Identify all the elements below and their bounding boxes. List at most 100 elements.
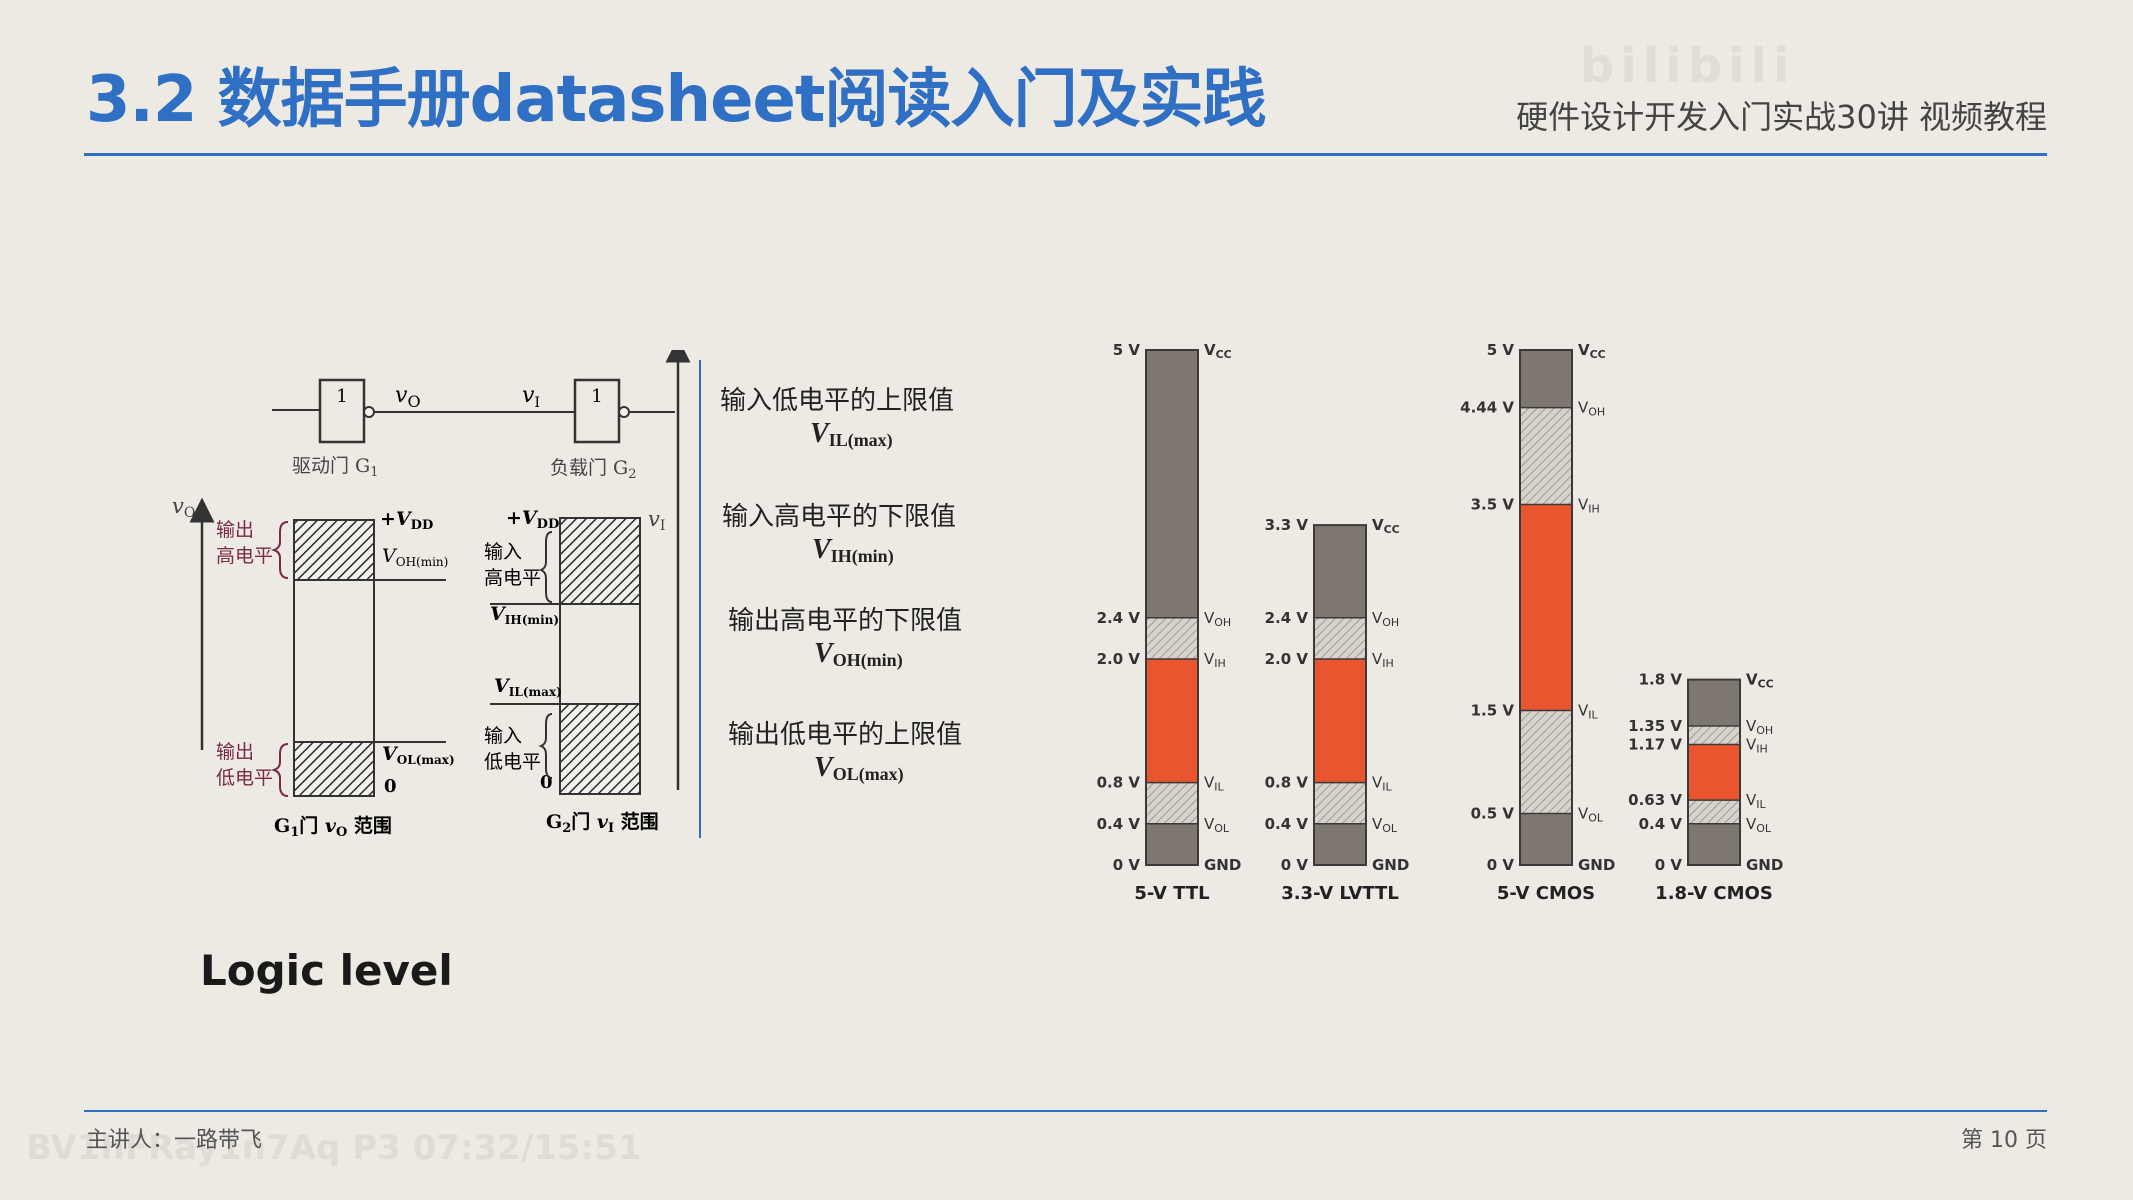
3-3-v-lvttl-gnd-name-label: GND (1372, 856, 1409, 874)
definition-vih-cn: 输入高电平的下限值 (722, 502, 957, 532)
3-3-v-lvttl-gnd-value-label: 0 V (1281, 856, 1309, 874)
definition-vil-symbol: VIL(max) (810, 418, 893, 450)
1-8-v-cmos-vol-value-label: 0.4 V (1639, 815, 1683, 833)
5-v-ttl-vol-band (1146, 823, 1198, 865)
g1-high-brace (270, 521, 289, 579)
g1-caption: G1门 vO 范围 (274, 814, 392, 840)
g2-vdd-label: +VDD (506, 507, 559, 532)
5-v-ttl-vil-name-label: VIL (1204, 774, 1225, 794)
1-8-v-cmos-vil-vol-hatch (1688, 800, 1740, 824)
gate-level-diagram: 1 vO vI 1 驱动门 G1 负载门 G2 vO +VDD VOH(min)… (172, 350, 691, 840)
1-8-v-cmos-voh-vih-hatch (1688, 725, 1740, 745)
definition-vil-cn: 输入低电平的上限值 (720, 386, 955, 416)
definition-voh-symbol: VOH(min) (814, 638, 903, 670)
5-v-ttl-undefined-band (1146, 659, 1198, 783)
1-8-v-cmos-gnd-name-label: GND (1746, 856, 1783, 874)
1-8-v-cmos-vcc-name-label: VCC (1746, 671, 1774, 691)
5-v-cmos-vol-band (1520, 813, 1572, 865)
5-v-cmos-voh-value-label: 4.44 V (1460, 399, 1514, 417)
5-v-ttl-vih-name-label: VIH (1204, 650, 1226, 670)
3-3-v-lvttl-voh-value-label: 2.4 V (1265, 609, 1309, 627)
3-3-v-lvttl-vih-name-label: VIH (1372, 650, 1394, 670)
1-8-v-cmos-vil-name-label: VIL (1746, 791, 1767, 811)
g1-vol-label: VOL(max) (382, 743, 455, 767)
logic-level-caption: Logic level (200, 946, 453, 995)
definition-voh-cn: 输出高电平的下限值 (728, 606, 963, 636)
video-id-watermark: BV1hFRay1n7Aq P3 07:32/15:51 (26, 1128, 642, 1168)
driver-inverter-bubble (363, 406, 375, 418)
driver-gate-symbol: 1 (336, 386, 347, 407)
header-rule (84, 153, 2047, 156)
3-3-v-lvttl-vol-name-label: VOL (1372, 815, 1398, 835)
5-v-ttl-vih-value-label: 2.0 V (1097, 650, 1141, 668)
g2-caption: G2门 vI 范围 (546, 810, 659, 836)
5-v-cmos-undefined-band (1520, 504, 1572, 711)
1-8-v-cmos-vih-value-label: 1.17 V (1628, 735, 1682, 753)
g1-zero-label: 0 (384, 776, 397, 797)
3-3-v-lvttl-voh-name-label: VOH (1372, 609, 1399, 629)
3-3-v-lvttl-voh-vih-hatch (1314, 617, 1366, 659)
definition-vih-symbol: VIH(min) (812, 534, 894, 566)
5-v-cmos-vcc-name-label: VCC (1578, 341, 1606, 361)
1-8-v-cmos-caption: 1.8-V CMOS (1655, 883, 1773, 904)
3-3-v-lvttl-bar-outline (1313, 524, 1367, 866)
1-8-v-cmos-vil-value-label: 0.63 V (1628, 791, 1682, 809)
vi-label: vI (522, 383, 540, 411)
3-3-v-lvttl-vil-name-label: VIL (1372, 774, 1393, 794)
definition-vol-symbol: VOL(max) (814, 752, 904, 784)
5-v-ttl-gnd-value-label: 0 V (1113, 856, 1141, 874)
g2-high-hatch (559, 517, 641, 605)
5-v-cmos-voh-name-label: VOH (1578, 399, 1605, 419)
g1-axis-label: vO (172, 494, 195, 521)
g1-out-low-label-2: 低电平 (216, 767, 273, 789)
5-v-ttl-caption: 5-V TTL (1134, 883, 1209, 904)
5-v-cmos-voh-band (1520, 350, 1572, 408)
5-v-cmos-vil-value-label: 1.5 V (1471, 702, 1515, 720)
5-v-cmos-gnd-name-label: GND (1578, 856, 1615, 874)
3-3-v-lvttl-vih-value-label: 2.0 V (1265, 650, 1309, 668)
g1-out-high-label-2: 高电平 (216, 545, 273, 567)
g2-low-hatch (559, 703, 641, 795)
5-v-cmos-vil-vol-hatch (1520, 710, 1572, 814)
g2-vih-label: VIH(min) (490, 603, 559, 627)
g1-vdd-label: +VDD (380, 508, 433, 533)
load-gate-symbol: 1 (591, 386, 602, 407)
5-v-ttl-vil-value-label: 0.8 V (1097, 774, 1141, 792)
logic-family-chart: 5 V VCC 2.4 V VOH 2.0 V VIH 0.8 V VIL 0.4 V VOL 0 … (1097, 341, 1784, 904)
definition-vol-cn: 输出低电平的上限值 (728, 720, 963, 750)
g1-low-brace (270, 743, 289, 797)
g2-in-low-label-2: 低电平 (484, 751, 541, 773)
load-gate-label: 负载门 G2 (550, 457, 637, 482)
g1-low-hatch (293, 741, 375, 797)
5-v-cmos-vil-name-label: VIL (1578, 702, 1599, 722)
5-v-ttl-vol-name-label: VOL (1204, 815, 1230, 835)
5-v-ttl-vcc-value-label: 5 V (1113, 341, 1141, 359)
1-8-v-cmos-gnd-value-label: 0 V (1655, 856, 1683, 874)
3-3-v-lvttl-vcc-name-label: VCC (1372, 516, 1400, 536)
g2-low-brace (538, 713, 553, 779)
load-inverter-bubble (618, 406, 630, 418)
g2-high-brace (538, 531, 553, 603)
1-8-v-cmos-vol-band (1688, 823, 1740, 865)
presenter-label: 主讲人：一路带飞 (86, 1128, 263, 1153)
1-8-v-cmos-voh-name-label: VOH (1746, 717, 1773, 737)
3-3-v-lvttl-vil-vol-hatch (1314, 782, 1366, 824)
5-v-ttl-voh-band (1146, 350, 1198, 618)
3-3-v-lvttl-vol-value-label: 0.4 V (1265, 815, 1309, 833)
5-v-ttl-voh-vih-hatch (1146, 617, 1198, 659)
g1-high-hatch (293, 519, 375, 581)
1-8-v-cmos-vol-name-label: VOL (1746, 815, 1772, 835)
g2-vil-label: VIL(max) (494, 675, 562, 699)
g1-undefined-region (293, 579, 375, 743)
g2-in-low-label-1: 输入 (484, 725, 522, 747)
driver-gate-label: 驱动门 G1 (292, 455, 379, 480)
5-v-cmos-caption: 5-V CMOS (1497, 883, 1595, 904)
g2-in-high-label-2: 高电平 (484, 567, 541, 589)
5-v-cmos-vih-value-label: 3.5 V (1471, 496, 1515, 514)
1-8-v-cmos-vcc-value-label: 1.8 V (1639, 671, 1683, 689)
5-v-ttl-vil-vol-hatch (1146, 782, 1198, 824)
5-v-ttl-voh-value-label: 2.4 V (1097, 609, 1141, 627)
g1-voh-label: VOH(min) (382, 545, 448, 569)
5-v-cmos-voh-vih-hatch (1520, 407, 1572, 505)
1-8-v-cmos-undefined-band (1688, 744, 1740, 801)
